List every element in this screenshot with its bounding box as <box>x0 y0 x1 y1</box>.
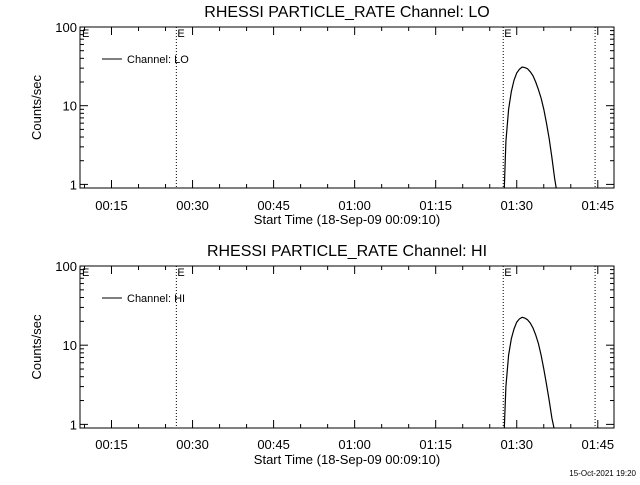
hi-channel-panel: RHESSI PARTICLE_RATE Channel: HI 00:15 00:… <box>29 243 615 467</box>
event-marker-label: E <box>82 267 89 279</box>
chart-title: RHESSI PARTICLE_RATE Channel: LO <box>204 4 489 21</box>
event-marker-label: E <box>504 267 511 279</box>
x-tick-label: 01:45 <box>582 437 615 452</box>
plot-frame <box>79 26 615 189</box>
y-tick-label: 100 <box>55 259 77 274</box>
legend-entry: Channel: LO <box>127 54 189 66</box>
x-tick-label: 00:30 <box>176 198 209 213</box>
x-tick-label: 00:45 <box>257 437 290 452</box>
y-tick-label: 10 <box>63 338 77 353</box>
x-tick-label: 00:45 <box>257 198 290 213</box>
x-tick-label: 01:00 <box>338 198 371 213</box>
x-tick-label: 00:15 <box>95 437 128 452</box>
y-axis-label: Counts/sec <box>29 314 44 380</box>
x-tick-label: 00:15 <box>95 198 128 213</box>
x-tick-label: 01:45 <box>582 198 615 213</box>
y-tick-label: 1 <box>70 417 77 432</box>
y-axis-label: Counts/sec <box>29 74 44 140</box>
y-tick-label: 100 <box>55 20 77 35</box>
legend-entry: Channel: HI <box>127 293 185 305</box>
chart-title: RHESSI PARTICLE_RATE Channel: HI <box>207 243 487 260</box>
x-axis-label: Start Time (18-Sep-09 00:09:10) <box>254 212 440 227</box>
data-series-line <box>503 66 557 189</box>
y-tick-label: 1 <box>70 177 77 192</box>
y-tick-label: 10 <box>63 99 77 114</box>
x-tick-label: 01:30 <box>500 437 533 452</box>
event-marker-label: E <box>177 28 184 40</box>
x-tick-label: 01:15 <box>419 437 452 452</box>
plot-frame <box>79 265 615 429</box>
x-axis-label: Start Time (18-Sep-09 00:09:10) <box>254 452 440 467</box>
event-marker-label: E <box>177 267 184 279</box>
lo-channel-panel: RHESSI PARTICLE_RATE Channel: LO 00:15 00:… <box>29 4 615 227</box>
x-tick-label: 01:30 <box>500 198 533 213</box>
event-marker-label: E <box>504 28 511 40</box>
event-marker-label: E <box>82 28 89 40</box>
data-series-line <box>503 316 555 429</box>
x-tick-label: 01:00 <box>338 437 371 452</box>
x-tick-label: 00:30 <box>176 437 209 452</box>
x-tick-label: 01:15 <box>419 198 452 213</box>
footer-date: 15-Oct-2021 19:20 <box>569 469 636 478</box>
